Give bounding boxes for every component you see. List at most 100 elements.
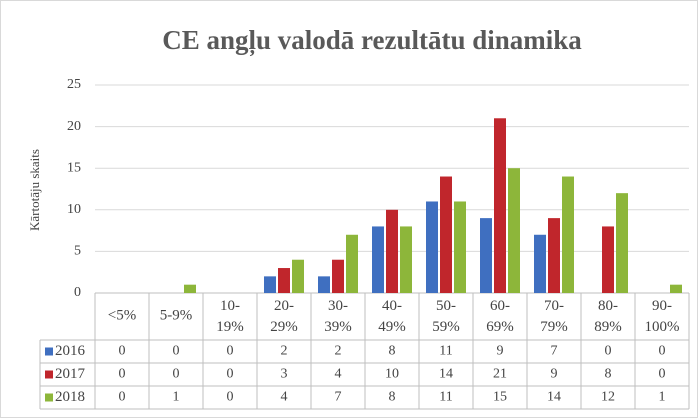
bar	[278, 268, 290, 293]
x-tick-label: 5-9%	[160, 307, 193, 323]
table-value: 14	[547, 390, 561, 405]
x-tick-label-line: 90-	[652, 298, 672, 314]
bar	[400, 226, 412, 293]
bar	[426, 201, 438, 293]
bar	[184, 284, 196, 293]
table-value: 4	[335, 367, 342, 382]
table-value: 11	[439, 390, 452, 405]
table-value: 0	[119, 344, 126, 359]
table-value: 0	[227, 367, 234, 382]
table-value: 4	[281, 390, 288, 405]
table-value: 0	[173, 344, 180, 359]
legend-key	[45, 393, 53, 402]
x-tick-label-line: 50-	[436, 298, 456, 314]
x-tick-label-line: 49%	[378, 319, 406, 335]
bar	[332, 259, 344, 293]
bar	[548, 218, 560, 293]
bar	[292, 259, 304, 293]
table-value: 9	[497, 344, 504, 359]
x-tick-label: 60-69%	[486, 298, 514, 335]
table-value: 9	[551, 367, 558, 382]
x-tick-label-line: 60-	[490, 298, 510, 314]
x-tick-label: 70-79%	[540, 298, 568, 335]
bar	[372, 226, 384, 293]
table-value: 7	[551, 344, 558, 359]
bar	[386, 209, 398, 293]
x-tick-label: 40-49%	[378, 298, 406, 335]
x-tick-label: <5%	[108, 307, 136, 323]
x-tick-label-line: 10-	[220, 298, 240, 314]
x-tick-label-line: 100%	[645, 319, 680, 335]
bar	[480, 218, 492, 293]
table-value: 11	[439, 344, 452, 359]
table-value: 3	[281, 367, 288, 382]
table-value: 0	[119, 367, 126, 382]
table-value: 0	[659, 344, 666, 359]
chart-title: CE angļu valodā rezultātu dinamika	[162, 25, 582, 57]
table-value: 12	[601, 390, 615, 405]
table-value: 0	[659, 367, 666, 382]
table-value: 1	[659, 390, 666, 405]
x-tick-label-line: 19%	[216, 319, 244, 335]
table-value: 0	[119, 390, 126, 405]
x-tick-label-line: 79%	[540, 319, 568, 335]
bar	[602, 226, 614, 293]
y-tick-label: 10	[67, 202, 81, 217]
x-tick-label-line: 29%	[270, 319, 298, 335]
bar	[534, 234, 546, 293]
x-tick-label: 90- 100%	[645, 298, 680, 335]
table-value: 15	[493, 390, 507, 405]
bar	[494, 118, 506, 293]
y-tick-label: 25	[67, 77, 81, 92]
table-value: 8	[389, 390, 396, 405]
table-value: 10	[385, 367, 399, 382]
table-value: 21	[493, 367, 507, 382]
x-tick-label-line: 40-	[382, 298, 402, 314]
table-value: 0	[227, 344, 234, 359]
table-value: 2	[281, 344, 288, 359]
x-tick-label: 80-89%	[594, 298, 622, 335]
x-tick-label-line: 20-	[274, 298, 294, 314]
bar	[508, 168, 520, 293]
legend-key	[45, 347, 53, 356]
y-tick-label: 5	[74, 244, 81, 259]
bar	[346, 234, 358, 293]
table-value: 8	[605, 367, 612, 382]
legend-label: 2017	[55, 366, 86, 382]
x-tick-label-line: 70-	[544, 298, 564, 314]
x-tick-label-line: 59%	[432, 319, 460, 335]
bar	[318, 276, 330, 293]
y-tick-label: 20	[67, 119, 81, 134]
x-tick-label: 50-59%	[432, 298, 460, 335]
x-tick-label: 20-29%	[270, 298, 298, 335]
y-tick-label: 0	[74, 285, 81, 300]
table-value: 1	[173, 390, 180, 405]
bar	[440, 176, 452, 293]
table-value: 0	[173, 367, 180, 382]
x-tick-label-line: 39%	[324, 319, 352, 335]
y-axis-label: Kārtotāju skaits	[27, 149, 42, 231]
table-value: 0	[605, 344, 612, 359]
legend-key	[45, 370, 53, 379]
table-value: 0	[227, 390, 234, 405]
x-tick-label-line: 69%	[486, 319, 514, 335]
x-tick-label: 30-39%	[324, 298, 352, 335]
x-tick-label: 10-19%	[216, 298, 244, 335]
y-tick-label: 15	[67, 160, 81, 175]
table-value: 2	[335, 344, 342, 359]
x-tick-label-line: 89%	[594, 319, 622, 335]
bar	[264, 276, 276, 293]
legend-label: 2018	[55, 389, 85, 405]
table-value: 14	[439, 367, 453, 382]
x-tick-label-line: 30-	[328, 298, 348, 314]
table-value: 7	[335, 390, 342, 405]
legend-label: 2016	[55, 343, 86, 359]
bar	[562, 176, 574, 293]
bar	[616, 193, 628, 293]
x-tick-label-line: 80-	[598, 298, 618, 314]
bar	[454, 201, 466, 293]
bar	[670, 284, 682, 293]
table-value: 8	[389, 344, 396, 359]
